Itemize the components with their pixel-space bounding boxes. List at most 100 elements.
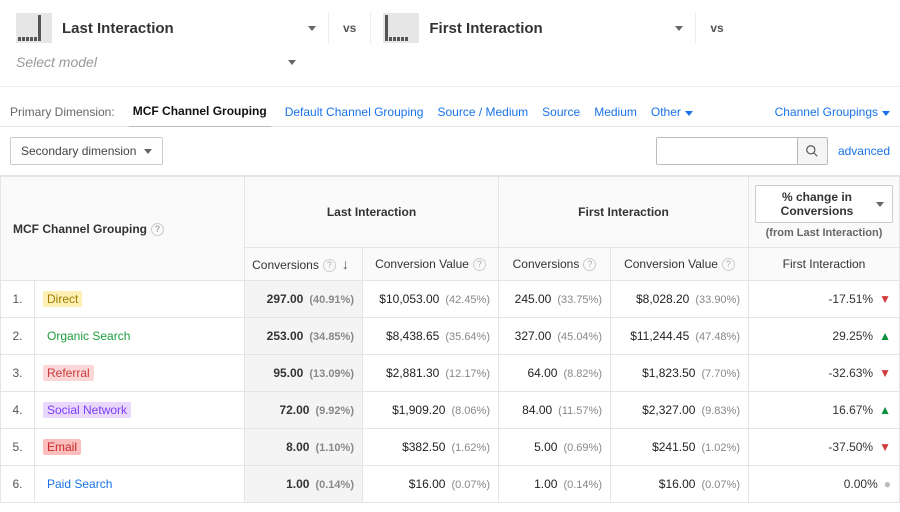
delta-cell: 16.67%▲ <box>749 392 900 429</box>
search-icon <box>805 144 819 158</box>
model-b-label: First Interaction <box>429 20 542 37</box>
chevron-down-icon <box>876 202 884 207</box>
model-compare-bar: Last Interaction vs First Interaction vs <box>0 0 900 48</box>
comparison-table: MCF Channel Grouping? Last Interaction F… <box>0 176 900 503</box>
dim-link-source-medium[interactable]: Source / Medium <box>437 105 528 119</box>
help-icon[interactable]: ? <box>323 259 336 272</box>
b-conversion-value: $2,327.00(9.83%) <box>611 392 749 429</box>
a-conversions: 95.00(13.09%) <box>245 355 363 392</box>
channel-cell[interactable]: Referral <box>35 355 245 392</box>
delta-cell: 29.25%▲ <box>749 318 900 355</box>
b-conversion-value: $1,823.50(7.70%) <box>611 355 749 392</box>
channel-cell[interactable]: Email <box>35 429 245 466</box>
arrow-down-icon: ▼ <box>879 440 891 454</box>
secondary-dimension-label: Secondary dimension <box>21 144 136 158</box>
delta-cell: 0.00%● <box>749 466 900 503</box>
table-row: 1. Direct 297.00(40.91%)$10,053.00(42.45%)… <box>1 281 900 318</box>
chevron-down-icon <box>675 26 683 31</box>
chevron-down-icon <box>144 149 152 154</box>
model-a-selector[interactable]: Last Interaction <box>16 13 316 43</box>
model-c-selector[interactable]: Select model <box>16 54 296 70</box>
sort-desc-icon: ↓ <box>342 256 349 272</box>
group-a-header: Last Interaction <box>245 177 499 248</box>
row-index: 4. <box>1 392 35 429</box>
channel-cell[interactable]: Organic Search <box>35 318 245 355</box>
from-note: (from Last Interaction) <box>755 227 893 239</box>
help-icon[interactable]: ? <box>722 258 735 271</box>
row-index: 1. <box>1 281 35 318</box>
a-conversions: 8.00(1.10%) <box>245 429 363 466</box>
a-conversion-value: $8,438.65(35.64%) <box>363 318 499 355</box>
b-conversions: 64.00(8.82%) <box>499 355 611 392</box>
dim-link-medium[interactable]: Medium <box>594 105 637 119</box>
help-icon[interactable]: ? <box>473 258 486 271</box>
primary-dimension-active[interactable]: MCF Channel Grouping <box>129 98 271 127</box>
vs-separator-trailing: vs <box>695 12 737 44</box>
a-conversion-value: $1,909.20(8.06%) <box>363 392 499 429</box>
b-conversion-value: $11,244.45(47.48%) <box>611 318 749 355</box>
group-b-header: First Interaction <box>499 177 749 248</box>
arrow-down-icon: ▼ <box>879 366 891 380</box>
delta-cell: -32.63%▼ <box>749 355 900 392</box>
col-b-conv-value[interactable]: Conversion Value? <box>611 248 749 281</box>
primary-dimension-label: Primary Dimension: <box>10 105 115 119</box>
table-controls: Secondary dimension advanced <box>0 126 900 176</box>
b-conversions: 327.00(45.04%) <box>499 318 611 355</box>
dim-header[interactable]: MCF Channel Grouping? <box>1 177 245 281</box>
row-index: 6. <box>1 466 35 503</box>
a-conversion-value: $16.00(0.07%) <box>363 466 499 503</box>
metric-select[interactable]: % change in Conversions <box>755 185 893 223</box>
col-a-conv-value[interactable]: Conversion Value? <box>363 248 499 281</box>
chevron-down-icon <box>308 26 316 31</box>
dim-link-source[interactable]: Source <box>542 105 580 119</box>
table-row: 6.Paid Search1.00(0.14%)$16.00(0.07%)1.0… <box>1 466 900 503</box>
first-interaction-icon <box>383 13 419 43</box>
table-row: 2.Organic Search253.00(34.85%)$8,438.65(… <box>1 318 900 355</box>
search-button[interactable] <box>797 138 827 164</box>
a-conversions: 297.00(40.91%) <box>245 281 363 318</box>
select-model-placeholder: Select model <box>16 54 97 70</box>
model-b-selector[interactable]: First Interaction <box>383 13 683 43</box>
primary-dimension-tabs: Primary Dimension: MCF Channel Grouping … <box>0 86 900 126</box>
row-index: 5. <box>1 429 35 466</box>
channel-chip: Direct <box>43 291 82 307</box>
last-interaction-icon <box>16 13 52 43</box>
channel-chip: Organic Search <box>43 328 134 344</box>
advanced-link[interactable]: advanced <box>838 144 890 158</box>
arrow-down-icon: ▼ <box>879 292 891 306</box>
search-input[interactable] <box>657 138 797 164</box>
channel-cell[interactable]: Social Network <box>35 392 245 429</box>
col-b-conversions[interactable]: Conversions? <box>499 248 611 281</box>
search-box <box>656 137 828 165</box>
model-c-row: Select model <box>0 48 900 86</box>
help-icon[interactable]: ? <box>151 223 164 236</box>
dim-link-channel-groupings[interactable]: Channel Groupings <box>775 105 890 119</box>
dim-link-default-channel[interactable]: Default Channel Grouping <box>285 105 424 119</box>
channel-chip: Paid Search <box>43 476 116 492</box>
col-a-conversions[interactable]: Conversions?↓ <box>245 248 363 281</box>
row-index: 3. <box>1 355 35 392</box>
channel-cell[interactable]: Paid Search <box>35 466 245 503</box>
a-conversion-value: $382.50(1.62%) <box>363 429 499 466</box>
b-conversions: 5.00(0.69%) <box>499 429 611 466</box>
channel-chip: Email <box>43 439 81 455</box>
b-conversions: 245.00(33.75%) <box>499 281 611 318</box>
secondary-dimension-button[interactable]: Secondary dimension <box>10 137 163 165</box>
a-conversion-value: $10,053.00(42.45%) <box>363 281 499 318</box>
channel-cell[interactable]: Direct <box>35 281 245 318</box>
a-conversions: 72.00(9.92%) <box>245 392 363 429</box>
table-row: 3.Referral95.00(13.09%)$2,881.30(12.17%)… <box>1 355 900 392</box>
channel-chip: Social Network <box>43 402 131 418</box>
model-a-label: Last Interaction <box>62 20 174 37</box>
channel-chip: Referral <box>43 365 94 381</box>
b-conversion-value: $8,028.20(33.90%) <box>611 281 749 318</box>
col-change-header[interactable]: First Interaction <box>749 248 900 281</box>
b-conversion-value: $16.00(0.07%) <box>611 466 749 503</box>
arrow-up-icon: ▲ <box>879 403 891 417</box>
delta-cell: -17.51%▼ <box>749 281 900 318</box>
dim-link-other[interactable]: Other <box>651 105 693 119</box>
help-icon[interactable]: ? <box>583 258 596 271</box>
chevron-down-icon <box>288 60 296 65</box>
vs-separator: vs <box>328 12 371 44</box>
arrow-up-icon: ▲ <box>879 329 891 343</box>
